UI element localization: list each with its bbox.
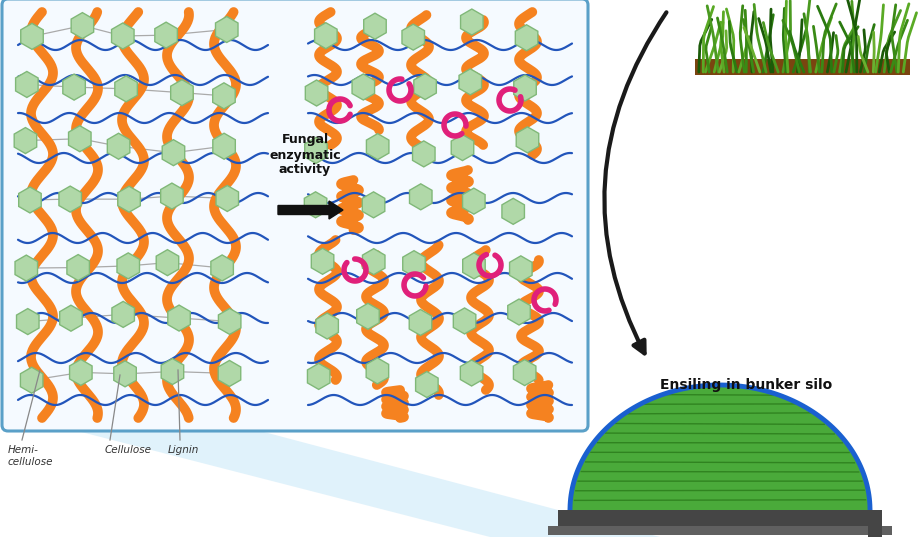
Polygon shape (402, 24, 425, 50)
Text: Fungal
enzymatic
activity: Fungal enzymatic activity (269, 134, 341, 177)
Polygon shape (156, 250, 178, 275)
Polygon shape (570, 385, 870, 510)
Polygon shape (451, 135, 473, 161)
Polygon shape (410, 184, 432, 210)
Polygon shape (460, 9, 483, 35)
Polygon shape (403, 251, 425, 277)
Polygon shape (218, 360, 241, 387)
FancyBboxPatch shape (2, 0, 588, 431)
Polygon shape (304, 192, 327, 218)
Polygon shape (316, 313, 338, 339)
FancyArrow shape (278, 201, 343, 219)
Polygon shape (161, 359, 184, 384)
Text: Lignin: Lignin (168, 445, 199, 455)
Polygon shape (20, 367, 43, 393)
Bar (868, 510, 882, 537)
Polygon shape (502, 198, 525, 224)
Polygon shape (312, 248, 334, 274)
Polygon shape (70, 359, 92, 386)
Polygon shape (62, 74, 85, 100)
Polygon shape (112, 301, 134, 328)
Polygon shape (362, 192, 385, 218)
Polygon shape (362, 249, 385, 274)
Polygon shape (453, 308, 476, 334)
Polygon shape (462, 188, 485, 214)
Polygon shape (115, 76, 137, 102)
Polygon shape (215, 17, 238, 42)
Polygon shape (21, 23, 43, 49)
Polygon shape (366, 358, 389, 384)
Polygon shape (352, 74, 375, 100)
Polygon shape (111, 23, 134, 49)
Polygon shape (514, 360, 536, 386)
Polygon shape (357, 303, 380, 329)
Polygon shape (314, 23, 337, 49)
Polygon shape (154, 22, 177, 48)
Polygon shape (18, 187, 41, 213)
Polygon shape (508, 299, 530, 325)
Polygon shape (67, 255, 89, 280)
Polygon shape (308, 364, 330, 389)
Polygon shape (212, 83, 235, 109)
Bar (695, 59, 910, 75)
Polygon shape (171, 79, 193, 106)
Polygon shape (14, 128, 37, 154)
Polygon shape (216, 185, 239, 212)
Polygon shape (367, 134, 389, 159)
Text: Ensiling in bunker silo: Ensiling in bunker silo (660, 378, 833, 392)
Polygon shape (69, 126, 91, 152)
Polygon shape (414, 74, 437, 99)
Polygon shape (59, 186, 82, 212)
Bar (548, 526, 892, 535)
Polygon shape (108, 133, 130, 159)
Polygon shape (213, 133, 235, 159)
Polygon shape (305, 80, 328, 106)
Text: Cellulose: Cellulose (105, 445, 152, 455)
Bar (558, 510, 882, 526)
Polygon shape (210, 255, 233, 281)
Polygon shape (60, 305, 82, 331)
Polygon shape (162, 140, 185, 166)
Polygon shape (413, 141, 435, 167)
Polygon shape (16, 71, 38, 97)
Polygon shape (514, 75, 537, 101)
Polygon shape (219, 308, 241, 335)
Polygon shape (364, 13, 386, 39)
Polygon shape (168, 305, 190, 331)
Polygon shape (460, 360, 482, 386)
Polygon shape (516, 127, 539, 153)
Polygon shape (71, 12, 94, 39)
Polygon shape (509, 256, 532, 282)
Polygon shape (117, 253, 140, 279)
Polygon shape (409, 309, 432, 336)
Polygon shape (462, 253, 485, 279)
Polygon shape (305, 137, 327, 163)
Polygon shape (415, 372, 438, 397)
Polygon shape (161, 183, 183, 209)
Polygon shape (15, 415, 660, 537)
Polygon shape (114, 361, 136, 387)
Polygon shape (15, 255, 38, 281)
Polygon shape (459, 69, 482, 95)
Polygon shape (17, 309, 39, 335)
Text: Hemi-
cellulose: Hemi- cellulose (8, 445, 53, 467)
Polygon shape (118, 186, 141, 212)
Polygon shape (516, 25, 538, 51)
